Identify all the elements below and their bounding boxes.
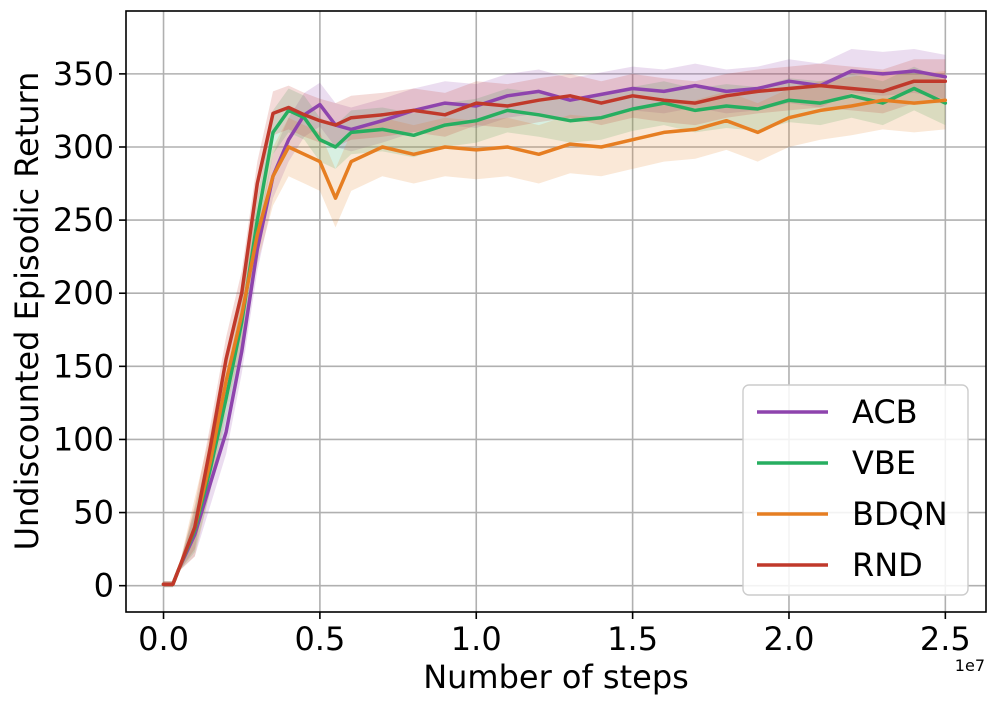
y-tick-label: 350 xyxy=(53,55,114,93)
axis-ticks: 0.0 0.5 1.0 1.5 2.0 2.5 0 50 100 150 200 250 300 350 xyxy=(53,55,971,658)
legend: ACB VBE BDQN RND xyxy=(742,384,969,596)
series-line-vbe xyxy=(161,86,948,586)
legend-label-bdqn: BDQN xyxy=(852,495,948,533)
band-bdqn xyxy=(163,71,946,588)
x-tick-label: 1.5 xyxy=(607,620,658,658)
y-tick-label: 0 xyxy=(94,567,114,605)
plot-frame xyxy=(125,10,987,613)
x-tick-label: 2.0 xyxy=(764,620,815,658)
band-vbe xyxy=(163,66,946,588)
series-line-acb xyxy=(161,69,948,586)
legend-label-acb: ACB xyxy=(852,393,918,431)
x-tick-label: 1.0 xyxy=(451,620,502,658)
y-tick-label: 50 xyxy=(73,494,114,532)
x-tick-label: 2.5 xyxy=(920,620,971,658)
series-lines xyxy=(161,69,948,586)
series-line-bdqn xyxy=(161,98,948,586)
x-tick-label: 0.0 xyxy=(138,620,189,658)
series-line-rnd xyxy=(161,79,948,586)
legend-items: ACB VBE BDQN RND xyxy=(757,393,948,584)
y-tick-label: 100 xyxy=(53,420,114,458)
y-tick-label: 250 xyxy=(53,201,114,239)
y-tick-label: 150 xyxy=(53,347,114,385)
x-tick-label: 0.5 xyxy=(294,620,345,658)
confidence-bands xyxy=(163,49,946,588)
y-axis-label: Undiscounted Episodic Return xyxy=(8,72,46,551)
legend-box xyxy=(742,384,969,596)
legend-label-rnd: RND xyxy=(852,546,923,584)
y-tick-label: 300 xyxy=(53,128,114,166)
legend-label-vbe: VBE xyxy=(852,444,916,482)
y-tick-label: 200 xyxy=(53,274,114,312)
x-offset-label: 1e7 xyxy=(955,656,985,675)
x-axis-label: Number of steps xyxy=(423,658,689,696)
